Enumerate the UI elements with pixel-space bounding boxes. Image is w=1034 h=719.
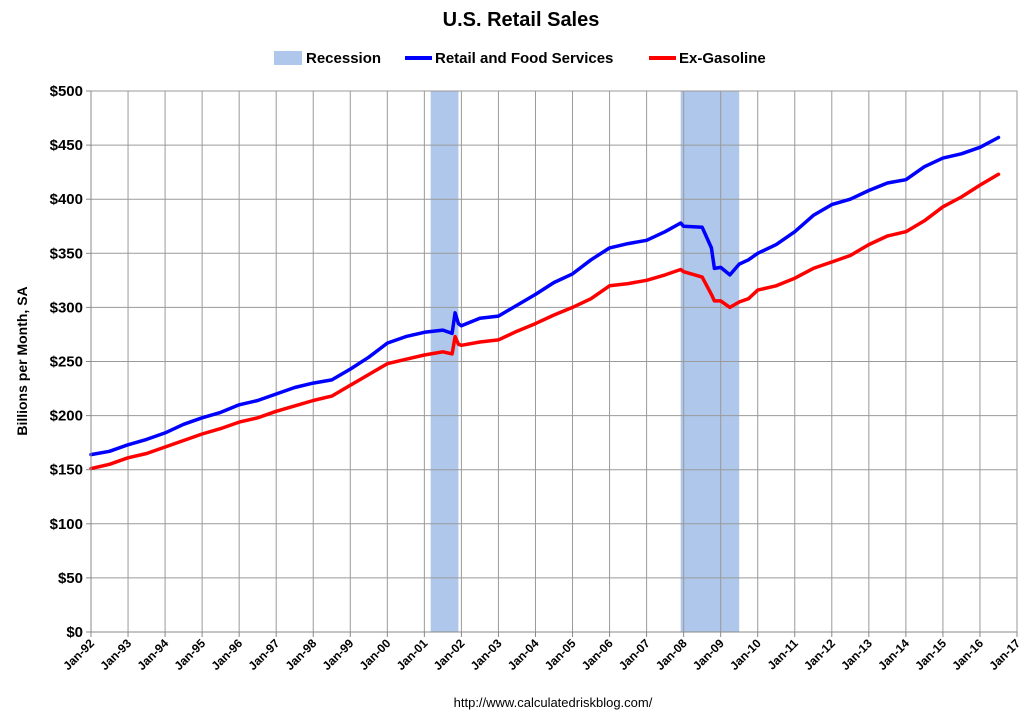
series-lines xyxy=(89,135,1001,471)
y-tick-label: $350 xyxy=(50,245,83,262)
y-tick-label: $450 xyxy=(50,137,83,154)
plot-area xyxy=(89,90,1018,633)
y-tick-label: $250 xyxy=(50,354,83,371)
y-tick-label: $400 xyxy=(50,191,83,208)
y-axis: $0 $50 $100 $150 $200 $250 $300 $350 $400 $450 $50… xyxy=(50,83,92,641)
y-tick-label: $50 xyxy=(58,570,83,587)
y-tick-label: $0 xyxy=(66,624,83,641)
legend-swatch-recession xyxy=(274,51,302,65)
legend-label-recession: Recession xyxy=(306,50,381,67)
series-line-retail-and-food-services xyxy=(89,135,1001,457)
chart-title: U.S. Retail Sales xyxy=(443,9,600,31)
legend: Recession Retail and Food Services Ex-Gaso… xyxy=(274,50,766,67)
y-tick-label: $100 xyxy=(50,516,83,533)
y-tick-label: $500 xyxy=(50,83,83,100)
legend-label-ex-gasoline: Ex-Gasoline xyxy=(679,50,766,67)
y-axis-label: Billions per Month, SA xyxy=(14,286,30,435)
series-line-ex-gasoline xyxy=(89,172,1001,471)
y-tick-label: $150 xyxy=(50,462,83,479)
gridlines xyxy=(90,90,1018,633)
source-url: http://www.calculatedriskblog.com/ xyxy=(454,695,653,710)
legend-label-retail: Retail and Food Services xyxy=(435,50,613,67)
y-tick-label: $200 xyxy=(50,408,83,425)
y-tick-label: $300 xyxy=(50,299,83,316)
